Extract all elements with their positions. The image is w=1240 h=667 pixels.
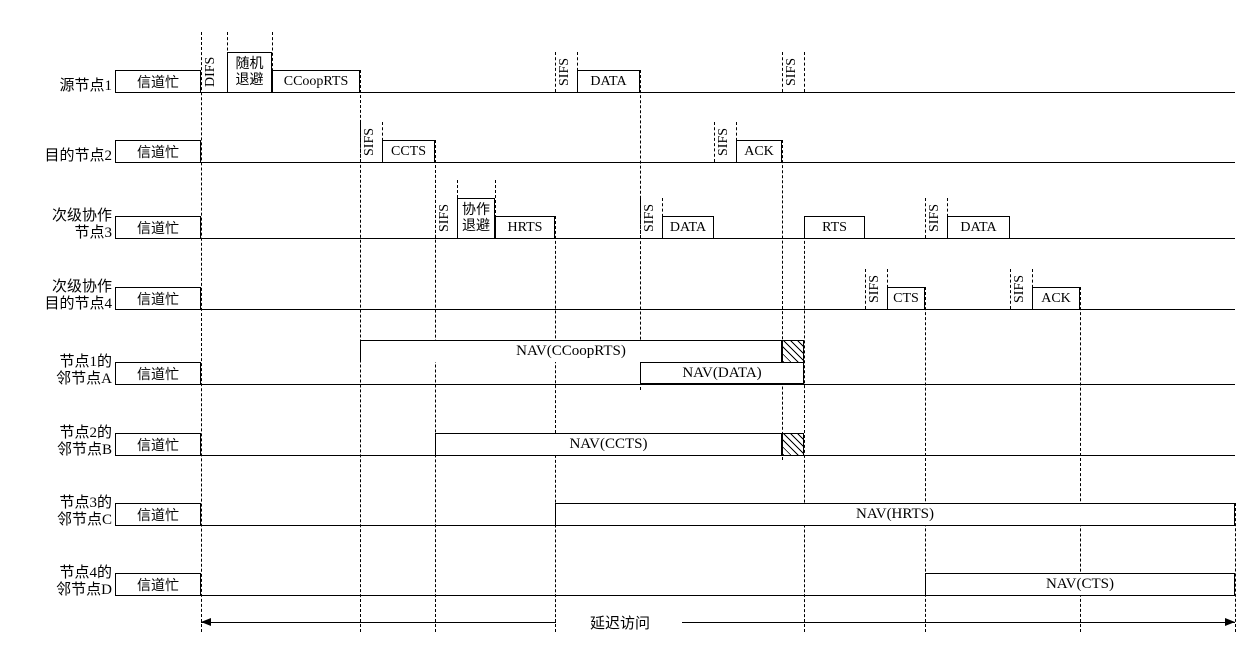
row1-data: DATA — [577, 70, 640, 92]
row3-coop-backoff: 协作 退避 — [457, 198, 495, 238]
row2-sifs-b: SIFS — [716, 122, 732, 162]
arrow-right-line — [682, 622, 1235, 623]
row4-sifs-b: SIFS — [1012, 269, 1028, 309]
row3-sifs-b: SIFS — [642, 198, 658, 238]
row2-ack: ACK — [736, 140, 782, 162]
rowA-nav-ccooprts: NAV(CCoopRTS) — [360, 340, 782, 362]
row3-sifs-c: SIFS — [927, 198, 943, 238]
arrow-right-head — [1225, 618, 1235, 626]
row1-sifs-a: SIFS — [557, 52, 573, 92]
rowC-label-l2: 邻节点C — [57, 512, 112, 529]
rowB-hatch — [782, 433, 804, 455]
rowB-busy-box: 信道忙 — [115, 433, 201, 455]
row3-label-l2: 节点3 — [74, 225, 112, 242]
arrow-left-head — [201, 618, 211, 626]
row3-busy-box: 信道忙 — [115, 216, 201, 238]
rowA-label-l2: 邻节点A — [56, 371, 112, 388]
row3-data-b: DATA — [947, 216, 1010, 238]
row3-hrts: HRTS — [495, 216, 555, 238]
row1-busy-box: 信道忙 — [115, 70, 201, 92]
rowA-nav-data: NAV(DATA) — [640, 362, 804, 384]
rowD-label-l1: 节点4的 — [59, 565, 112, 582]
row1-sifs-b: SIFS — [784, 52, 800, 92]
row1-label: 源节点1 — [59, 78, 112, 95]
guide-sifs4-a — [714, 122, 715, 162]
guide-sifs5-row1a — [782, 52, 783, 92]
guide-sifs7-a — [925, 198, 926, 238]
baseline-rowC — [115, 525, 1235, 526]
row4-busy-box: 信道忙 — [115, 287, 201, 309]
row3-rts: RTS — [804, 216, 865, 238]
rowD-busy-box: 信道忙 — [115, 573, 201, 595]
row4-cts: CTS — [887, 287, 925, 309]
row3-label-l1: 次级协作 — [52, 208, 112, 225]
row1-difs: DIFS — [203, 52, 219, 92]
row4-label-l2: 目的节点4 — [44, 296, 112, 313]
row4-ack: ACK — [1032, 287, 1080, 309]
rowB-label-l1: 节点2的 — [59, 425, 112, 442]
delayed-access-caption: 延迟访问 — [560, 612, 680, 633]
guide-ack-end-long — [782, 140, 783, 460]
row2-busy-box: 信道忙 — [115, 140, 201, 162]
guide-sifs3-row1a — [555, 52, 556, 92]
baseline-row3 — [115, 238, 1235, 239]
baseline-row4 — [115, 309, 1235, 310]
row2-sifs-a: SIFS — [362, 122, 378, 162]
row2-ccts: CCTS — [382, 140, 435, 162]
row3-data-a: DATA — [662, 216, 714, 238]
guide-sifs8-a — [1010, 269, 1011, 309]
guide-busy-end — [201, 32, 202, 632]
rowA-label-l1: 节点1的 — [59, 354, 112, 371]
baseline-rowB — [115, 455, 1235, 456]
row4-sifs-a: SIFS — [867, 269, 883, 309]
rowC-label-l1: 节点3的 — [59, 495, 112, 512]
baseline-rowA — [115, 384, 1235, 385]
row1-ccooprts: CCoopRTS — [272, 70, 360, 92]
baseline-row1 — [115, 92, 1235, 93]
rowD-label-l2: 邻节点D — [56, 582, 112, 599]
baseline-rowD — [115, 595, 1235, 596]
rowC-nav-hrts: NAV(HRTS) — [555, 503, 1235, 525]
arrow-left-line — [201, 622, 556, 623]
row2-label: 目的节点2 — [44, 148, 112, 165]
guide-hrts-end-long — [555, 216, 556, 632]
rowB-nav-ccts: NAV(CCTS) — [435, 433, 782, 455]
rowB-label-l2: 邻节点B — [57, 442, 112, 459]
baseline-row2 — [115, 162, 1235, 163]
row3-sifs-a: SIFS — [437, 198, 453, 238]
rowD-nav-cts: NAV(CTS) — [925, 573, 1235, 595]
row1-random-backoff: 随机 退避 — [227, 52, 272, 92]
row4-label-l1: 次级协作 — [52, 279, 112, 296]
guide-sifs6-a — [865, 269, 866, 309]
rowA-hatch — [782, 340, 804, 362]
guide-ccts-end-long — [435, 140, 436, 632]
guide-sifs5-row1b — [804, 52, 805, 92]
rowA-busy-box: 信道忙 — [115, 362, 201, 384]
guide-navhrts-end — [1235, 503, 1236, 632]
rowC-busy-box: 信道忙 — [115, 503, 201, 525]
guide-nav-shrink-long — [804, 216, 805, 632]
